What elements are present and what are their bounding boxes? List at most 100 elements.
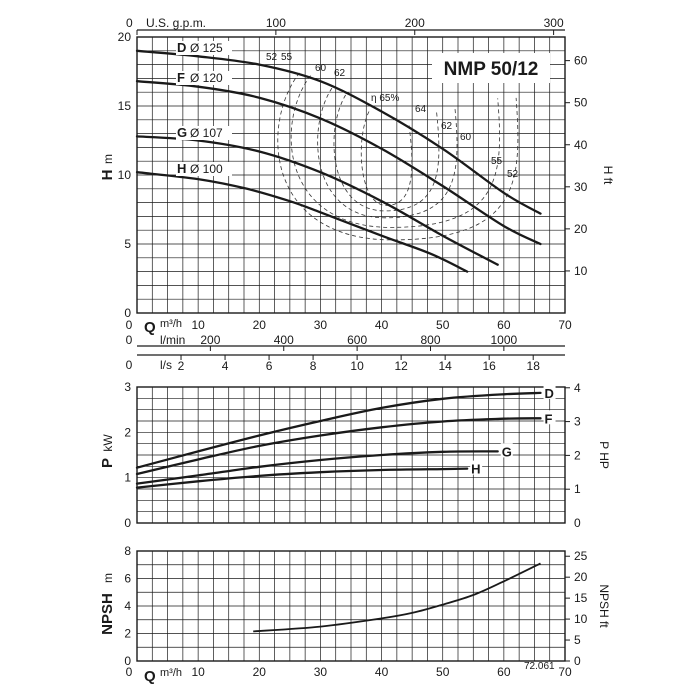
q2-axis-letter: Q — [144, 668, 156, 685]
h-axis-unit: m — [101, 154, 115, 164]
head-label-backdrop — [176, 41, 232, 55]
lmin-tick-label: 800 — [420, 333, 440, 347]
head-curve-diameter-f: Ø 120 — [190, 71, 223, 85]
gpm-axis-label: U.S. g.p.m. — [146, 16, 206, 30]
hft-axis-title: H ft — [601, 166, 615, 185]
ls-tick-label: 14 — [438, 359, 452, 373]
head-curve-d — [135, 49, 542, 215]
power-curve-h — [135, 467, 469, 489]
q2-tick-label: 70 — [558, 665, 572, 679]
efficiency-label-left: 55 — [281, 52, 293, 63]
head-curve-letter-d: D — [177, 40, 186, 55]
power-label-backdrop — [543, 410, 556, 425]
q-tick-label: 10 — [191, 318, 205, 332]
lmin-zero-label: 0 — [126, 333, 133, 347]
lmin-tick-label: 200 — [200, 333, 220, 347]
npshft-axis-label: NPSH ft — [597, 584, 611, 628]
efficiency-iso-curve — [360, 111, 413, 206]
head-curve-letter-h: H — [177, 161, 186, 176]
power-label-backdrop — [543, 384, 556, 399]
php-tick-label: 4 — [574, 381, 581, 395]
efficiency-label-right: 60 — [460, 132, 472, 143]
hft-tick-label: 50 — [574, 96, 588, 110]
npshft-tick-label: 20 — [574, 570, 588, 584]
gpm-tick-label: 200 — [405, 16, 425, 30]
head-frame — [136, 36, 566, 314]
npsh-tick-label: 0 — [124, 654, 131, 668]
efficiency-label-left: η 65% — [371, 93, 399, 104]
head-curve-diameter-d: Ø 125 — [190, 41, 223, 55]
head-label-backdrop — [176, 162, 232, 176]
npsh-tick-label: 2 — [124, 627, 131, 641]
php-tick-label: 3 — [574, 415, 581, 429]
q-tick-label: 50 — [436, 318, 450, 332]
power-curve-letter-g: G — [502, 444, 512, 459]
head-curve-letter-g: G — [177, 125, 187, 140]
head-label-backdrop — [176, 71, 232, 85]
h-tick-label: 10 — [118, 168, 132, 182]
npshft-tick-label: 25 — [574, 549, 588, 563]
ls-tick-label: 18 — [527, 359, 541, 373]
q2-tick-label: 40 — [375, 665, 389, 679]
p-axis-title: PkW — [99, 434, 116, 468]
head-curve-diameter-h: Ø 100 — [190, 162, 223, 176]
npsh-frame — [136, 550, 566, 662]
php-tick-label: 0 — [574, 516, 581, 530]
h-tick-label: 0 — [124, 306, 131, 320]
p-tick-label: 0 — [124, 516, 131, 530]
ls-tick-label: 16 — [483, 359, 497, 373]
head-curve-f — [135, 80, 542, 246]
hft-tick-label: 40 — [574, 138, 588, 152]
npsh-axis-letter: NPSH — [99, 593, 116, 635]
efficiency-label-left: 52 — [266, 52, 278, 63]
efficiency-label-left: 62 — [334, 68, 346, 79]
npsh-tick-label: 6 — [124, 572, 131, 586]
q-tick-label: 20 — [253, 318, 267, 332]
hft-tick-label: 10 — [574, 264, 588, 278]
ls-zero-label: 0 — [126, 358, 133, 372]
h-axis-letter: H — [99, 170, 116, 181]
efficiency-label-right: 62 — [441, 121, 453, 132]
php-tick-label: 1 — [574, 482, 581, 496]
q2-tick-label: 10 — [191, 665, 205, 679]
ls-tick-label: 2 — [178, 359, 185, 373]
power-curve-g — [135, 450, 499, 485]
npsh-curve — [253, 562, 541, 633]
php-axis-label: P HP — [597, 441, 611, 469]
lmin-tick-label: 600 — [347, 333, 367, 347]
gpm-zero-label: 0 — [126, 16, 133, 30]
hft-tick-label: 60 — [574, 54, 588, 68]
q-tick-label: 60 — [497, 318, 511, 332]
figure-code-label: 72.061 — [524, 661, 555, 672]
q-tick-label: 30 — [314, 318, 328, 332]
ls-axis-label: l/s — [160, 358, 172, 372]
h-axis-title: Hm — [99, 154, 116, 180]
npshft-axis-title: NPSH ft — [597, 584, 611, 628]
q2-tick-label: 30 — [314, 665, 328, 679]
npsh-grid — [137, 551, 565, 661]
q2-axis-unit: m³/h — [160, 667, 182, 679]
power-label-backdrop — [470, 460, 483, 475]
h-tick-label: 5 — [124, 237, 131, 251]
npshft-tick-label: 0 — [574, 654, 581, 668]
p-axis-letter: P — [99, 458, 116, 468]
ls-tick-label: 12 — [394, 359, 408, 373]
efficiency-label-right: 64 — [415, 104, 427, 115]
efficiency-iso-curve — [333, 94, 440, 212]
p-axis-unit: kW — [101, 434, 115, 452]
ls-tick-label: 4 — [222, 359, 229, 373]
lmin-tick-label: 400 — [274, 333, 294, 347]
ls-tick-label: 6 — [266, 359, 273, 373]
q2-tick-label: 20 — [253, 665, 267, 679]
power-grid — [137, 387, 565, 523]
gpm-tick-label: 300 — [544, 16, 564, 30]
npshft-tick-label: 10 — [574, 612, 588, 626]
npshft-tick-label: 5 — [574, 633, 581, 647]
hft-axis-label: H ft — [601, 166, 615, 185]
model-label: NMP 50/12 — [444, 59, 539, 80]
gpm-tick-label: 100 — [266, 16, 286, 30]
q-tick-label: 70 — [558, 318, 572, 332]
q2-tick-label: 60 — [497, 665, 511, 679]
